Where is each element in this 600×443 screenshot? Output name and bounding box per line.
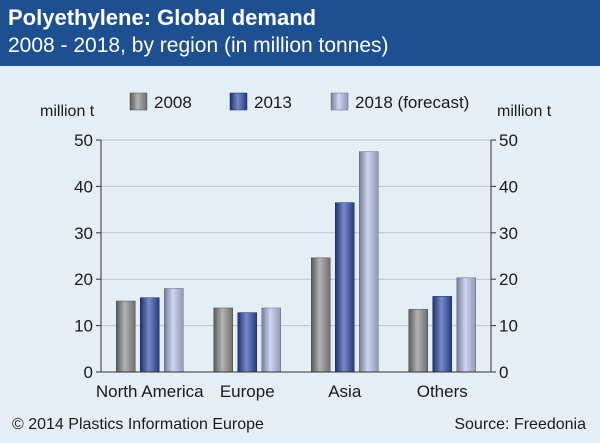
bar-north-america-2018 [164,288,184,373]
chart-subtitle: 2008 - 2018, by region (in million tonne… [8,34,389,57]
category-labels: North America Europe Asia Others [96,382,468,401]
bar-north-america-2013 [140,297,160,373]
bar-asia-2008 [311,257,331,373]
y-tick-label-left: 50 [74,131,93,150]
bar-europe-2018 [261,307,281,373]
y-tick-label-left: 20 [74,270,93,289]
legend-swatch [330,92,349,111]
legend-label: 2018 (forecast) [355,93,469,112]
bar-others-2013 [432,296,452,373]
tick-labels: 0 0 10 10 20 20 30 30 40 40 50 50 [74,131,518,382]
y-tick-label-left: 0 [84,363,93,382]
legend-swatch [229,92,248,111]
bar-others-2018 [456,277,476,373]
bar-north-america-2008 [116,300,136,373]
y-tick-label-right: 10 [499,317,518,336]
x-category-label: Asia [328,382,362,401]
y-axis-label-right: million t [497,103,552,120]
legend-label: 2008 [154,93,192,112]
y-tick-label-left: 30 [74,224,93,243]
y-tick-label-right: 50 [499,131,518,150]
x-category-label: Others [417,382,468,401]
copyright-text: © 2014 Plastics Information Europe [12,416,264,433]
bar-asia-2018 [359,151,379,373]
y-tick-label-right: 20 [499,270,518,289]
axes [100,140,492,373]
x-category-label: North America [96,382,204,401]
chart-header: Polyethylene: Global demand 2008 - 2018,… [0,0,600,66]
legend: 2008 2013 2018 (forecast) [129,92,469,112]
y-tick-label-left: 10 [74,317,93,336]
y-tick-label-right: 0 [499,363,508,382]
y-tick-label-right: 40 [499,177,518,196]
bar-others-2008 [408,309,428,373]
legend-swatch [129,92,148,111]
bars [116,151,476,373]
x-category-label: Europe [220,382,275,401]
bar-europe-2008 [213,307,233,373]
bar-europe-2013 [237,312,257,373]
chart-title: Polyethylene: Global demand [8,5,317,30]
legend-label: 2013 [254,93,292,112]
y-tick-label-left: 40 [74,177,93,196]
source-text: Source: Freedonia [454,416,586,433]
y-tick-label-right: 30 [499,224,518,243]
bar-asia-2013 [335,202,355,373]
y-axis-label-left: million t [40,103,95,120]
